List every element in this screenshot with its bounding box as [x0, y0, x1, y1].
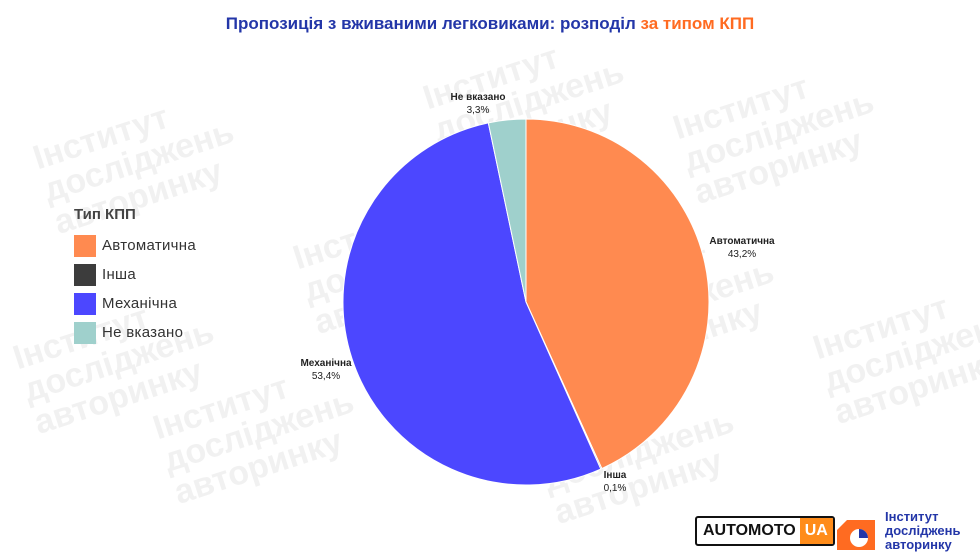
chart-title-accent: за типом КПП — [640, 14, 755, 33]
pie-slice[interactable] — [342, 122, 602, 486]
institute-logo[interactable]: Інститут досліджень авторинку — [835, 508, 975, 554]
automoto-logo-ua: UA — [799, 518, 833, 544]
slice-value-label: 43,2% — [728, 249, 756, 260]
institute-logo-icon — [837, 520, 875, 550]
legend: Тип КПП Автоматична Інша Механічна Не вк… — [74, 206, 196, 347]
chart-title: Пропозиція з вживаними легковиками: розп… — [0, 14, 980, 34]
legend-item-automatic[interactable]: Автоматична — [74, 231, 196, 260]
institute-line: авторинку — [885, 537, 952, 552]
legend-swatch — [74, 292, 96, 315]
slice-name-label: Автоматична — [709, 236, 775, 247]
legend-item-other[interactable]: Інша — [74, 260, 196, 289]
legend-label: Не вказано — [102, 324, 184, 341]
slice-name-label: Інша — [604, 470, 627, 481]
institute-line: Інститут — [885, 509, 939, 524]
slice-name-label: Механічна — [300, 358, 352, 369]
institute-line: досліджень — [885, 523, 961, 538]
slice-value-label: 53,4% — [312, 371, 340, 382]
legend-label: Автоматична — [102, 237, 197, 254]
slice-value-label: 3,3% — [467, 105, 490, 116]
chart-title-main: Пропозиція з вживаними легковиками: розп… — [225, 14, 641, 33]
automoto-logo-text: AUTOMOTO — [703, 522, 796, 539]
automoto-logo: AUTOMOTO UA — [695, 516, 835, 546]
legend-item-not-specified[interactable]: Не вказано — [74, 318, 196, 347]
slice-name-label: Не вказано — [451, 92, 506, 103]
legend-swatch — [74, 234, 96, 257]
legend-swatch — [74, 321, 96, 344]
legend-label: Інша — [102, 266, 137, 283]
legend-title: Тип КПП — [74, 206, 136, 223]
legend-item-manual[interactable]: Механічна — [74, 289, 196, 318]
legend-label: Механічна — [102, 295, 178, 312]
pie-slice[interactable] — [487, 118, 527, 303]
footer-automoto-logo[interactable]: AUTOMOTO UA — [695, 516, 835, 546]
institute-logo-text: Інститут досліджень авторинку — [885, 510, 961, 552]
slice-value-label: 0,1% — [604, 483, 627, 494]
legend-swatch — [74, 263, 96, 286]
pie-slice[interactable] — [525, 118, 710, 470]
